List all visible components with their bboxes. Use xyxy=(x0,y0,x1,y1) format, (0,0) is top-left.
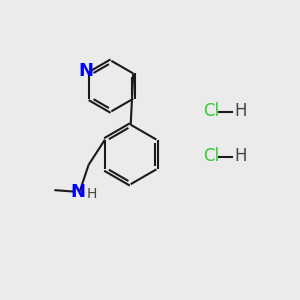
Text: N: N xyxy=(78,62,93,80)
Text: Cl: Cl xyxy=(203,102,220,120)
Text: H: H xyxy=(235,102,247,120)
Text: H: H xyxy=(87,187,97,201)
Text: Cl: Cl xyxy=(203,147,220,165)
Text: H: H xyxy=(235,147,247,165)
Text: N: N xyxy=(71,183,86,201)
